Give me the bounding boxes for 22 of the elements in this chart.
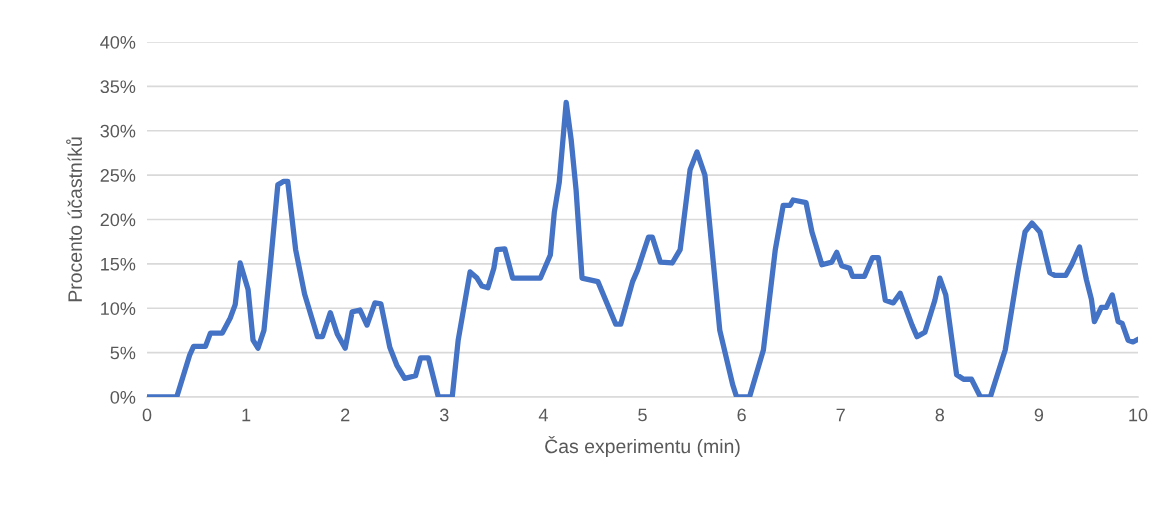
x-tick-label: 6	[737, 408, 746, 422]
y-tick-label: 30%	[100, 124, 136, 138]
y-tick-label: 40%	[100, 35, 136, 49]
x-tick-label: 5	[638, 408, 647, 422]
x-tick-label: 8	[935, 408, 945, 422]
y-tick-label: 20%	[100, 213, 136, 227]
x-axis-title: Čas experimentu (min)	[545, 436, 740, 458]
x-tick-label: 3	[439, 408, 449, 422]
y-tick-label: 5%	[110, 346, 136, 360]
x-tick-label: 2	[341, 408, 350, 422]
x-tick-label: 1	[242, 408, 251, 422]
y-tick-label: 15%	[101, 257, 136, 271]
x-tick-label: 7	[836, 408, 845, 422]
y-tick-label: 25%	[100, 169, 136, 182]
y-tick-label: 0%	[110, 390, 136, 404]
y-axis-title: Procento účastníků	[66, 137, 83, 302]
y-tick-label: 35%	[100, 80, 136, 94]
x-tick-label: 9	[1034, 408, 1044, 422]
y-tick-label: 10%	[101, 302, 136, 315]
x-tick-label: 0	[142, 408, 152, 422]
x-tick-label: 4	[538, 408, 548, 422]
x-tick-label: 10	[1129, 408, 1148, 422]
